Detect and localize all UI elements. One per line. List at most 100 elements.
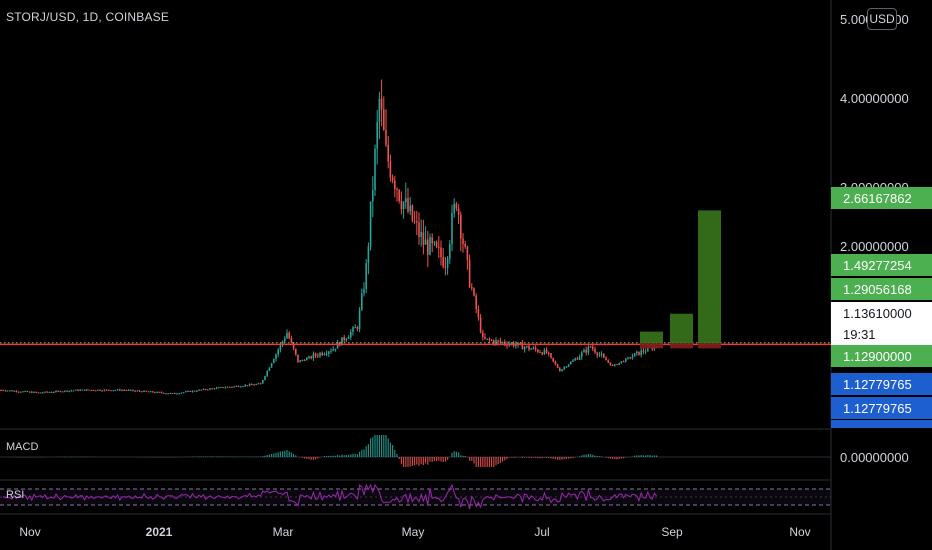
- candle-body: [145, 390, 147, 392]
- candle-body: [187, 390, 189, 392]
- candle-body: [79, 389, 81, 391]
- macd-histogram: [0, 435, 831, 467]
- candle-body: [468, 259, 471, 287]
- stop-box: [640, 343, 663, 349]
- time-axis-label: Jul: [534, 525, 549, 539]
- candle-body: [530, 348, 532, 350]
- candle-body: [248, 384, 251, 386]
- candle-body: [446, 258, 449, 268]
- candle-body: [317, 355, 319, 357]
- candle-body: [341, 337, 343, 346]
- candle-body: [449, 244, 451, 259]
- candle-body: [609, 362, 612, 366]
- candle-body: [178, 393, 180, 395]
- candle-body: [413, 220, 416, 222]
- candle-body: [420, 232, 422, 237]
- candle-body: [31, 391, 33, 393]
- rsi-label: RSI: [6, 489, 25, 501]
- price-label-box: [831, 397, 932, 419]
- candle-body: [281, 341, 284, 345]
- time-axis-label: Mar: [273, 525, 294, 539]
- candle-body: [330, 350, 332, 352]
- candle-body: [510, 342, 513, 345]
- candle-body: [574, 358, 576, 361]
- candle-body: [70, 390, 73, 392]
- candle-body: [108, 389, 110, 391]
- candle-body: [191, 390, 194, 392]
- candle-body: [55, 390, 57, 392]
- candle-body: [176, 393, 178, 395]
- candle-body: [202, 388, 205, 390]
- candle-body: [26, 391, 29, 393]
- candle-body: [209, 388, 211, 390]
- candle-body: [416, 221, 418, 223]
- candle-body: [460, 214, 462, 239]
- price-axis-label: 2.00000000: [840, 239, 909, 254]
- price-label-text: 1.49277254: [843, 258, 912, 273]
- candle-body: [363, 289, 365, 294]
- candle-body: [603, 354, 605, 358]
- candle-body: [279, 344, 282, 350]
- candle-body: [226, 386, 229, 388]
- candle-body: [270, 363, 273, 368]
- candle-body: [464, 243, 466, 247]
- candle-body: [594, 349, 596, 353]
- candle-body: [400, 200, 403, 210]
- bar-countdown: 19:31: [843, 327, 876, 342]
- candle-body: [422, 232, 425, 245]
- candle-body: [125, 390, 128, 392]
- candle-body: [479, 317, 482, 333]
- candle-body: [259, 383, 262, 385]
- candle-body: [295, 348, 297, 355]
- candle-body: [123, 390, 125, 392]
- candle-body: [64, 390, 66, 392]
- candle-body: [112, 390, 114, 392]
- candle-body: [286, 332, 288, 339]
- candle-body: [198, 389, 200, 391]
- candle-body: [475, 295, 477, 310]
- candle-body: [486, 338, 488, 340]
- currency-button[interactable]: USD: [867, 8, 897, 30]
- candle-body: [284, 338, 286, 342]
- candle-body: [83, 389, 86, 391]
- candle-body: [46, 391, 48, 393]
- candle-body: [622, 361, 625, 363]
- candle-body: [24, 391, 26, 393]
- candle-body: [174, 393, 176, 395]
- candle-body: [119, 389, 121, 391]
- candle-body: [229, 386, 231, 388]
- candle-body: [121, 390, 123, 392]
- candle-body: [354, 327, 356, 329]
- candle-body: [490, 340, 493, 342]
- candle-body: [427, 239, 429, 255]
- candle-body: [418, 222, 420, 237]
- candle-body: [636, 351, 638, 354]
- candle-body: [301, 360, 304, 362]
- candle-body: [103, 389, 106, 391]
- candle-body: [620, 361, 623, 363]
- candle-body: [147, 391, 150, 393]
- candle-body: [625, 358, 627, 362]
- candle-body: [578, 356, 581, 360]
- candle-body: [75, 389, 77, 391]
- candle-body: [405, 198, 407, 203]
- candle-body: [605, 357, 607, 361]
- candle-body: [431, 237, 433, 244]
- candle-body: [132, 389, 134, 391]
- candle-body: [442, 257, 444, 267]
- candle-body: [277, 349, 279, 355]
- candle-body: [607, 360, 609, 363]
- candle-body: [345, 338, 348, 341]
- candle-body: [616, 364, 618, 366]
- candle-body: [361, 293, 363, 310]
- candle-body: [50, 392, 53, 394]
- candle-body: [466, 246, 469, 260]
- candle-body: [444, 266, 447, 268]
- candle-body: [572, 360, 574, 362]
- candle-body: [438, 246, 440, 248]
- candle-body: [308, 356, 310, 358]
- candle-body: [453, 203, 455, 214]
- candle-body: [97, 389, 99, 391]
- price-label-box: [831, 254, 932, 276]
